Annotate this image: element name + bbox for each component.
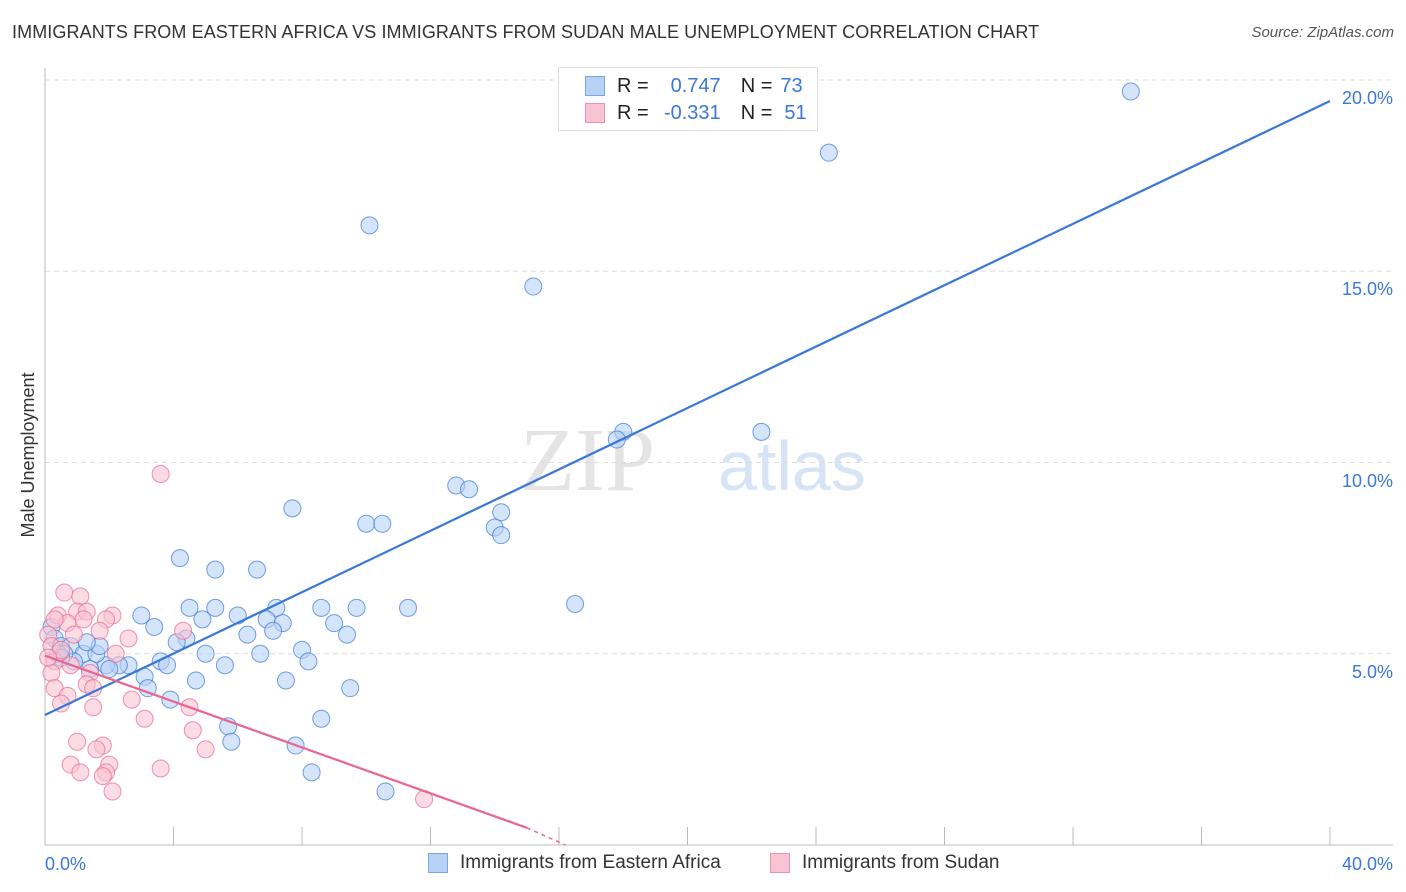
point-eastern-africa xyxy=(170,549,189,568)
legend-swatch-pink xyxy=(770,853,790,873)
y-tick-label-10: 10.0% xyxy=(1342,471,1393,491)
point-sudan xyxy=(135,709,154,728)
point-eastern-africa xyxy=(566,595,585,614)
point-eastern-africa xyxy=(100,660,119,679)
point-sudan xyxy=(103,782,122,801)
point-eastern-africa xyxy=(196,644,215,663)
point-eastern-africa xyxy=(283,499,302,518)
trendline-sudan-extension xyxy=(526,827,566,846)
legend-row-eastern-africa: R = 0.747 N = 73 xyxy=(585,73,803,99)
point-eastern-africa xyxy=(325,614,344,633)
r-label: R = xyxy=(617,101,649,124)
point-sudan xyxy=(55,583,74,602)
point-eastern-africa xyxy=(264,621,283,640)
series-name: Immigrants from Sudan xyxy=(802,852,1000,873)
point-eastern-africa xyxy=(347,598,366,617)
point-sudan xyxy=(183,721,202,740)
legend-swatch-blue xyxy=(428,853,448,873)
point-eastern-africa xyxy=(376,782,395,801)
point-eastern-africa xyxy=(248,560,267,579)
point-eastern-africa xyxy=(524,277,543,296)
point-sudan xyxy=(151,464,170,483)
y-tick-label-15: 15.0% xyxy=(1342,279,1393,299)
point-sudan xyxy=(71,587,90,606)
y-tick-label-5: 5.0% xyxy=(1352,662,1393,682)
point-sudan xyxy=(174,621,193,640)
chart-title: IMMIGRANTS FROM EASTERN AFRICA VS IMMIGR… xyxy=(12,22,1040,42)
point-sudan xyxy=(90,621,109,640)
point-eastern-africa xyxy=(360,216,379,235)
point-eastern-africa xyxy=(337,625,356,644)
point-sudan xyxy=(93,767,112,786)
point-eastern-africa xyxy=(341,679,360,698)
legend-box: R = 0.747 N = 73 R = -0.331 N = 51 xyxy=(558,67,818,131)
series-name: Immigrants from Eastern Africa xyxy=(460,852,721,873)
point-eastern-africa xyxy=(228,606,247,625)
point-sudan xyxy=(68,732,87,751)
point-sudan xyxy=(42,663,61,682)
trendline-sudan xyxy=(44,654,528,829)
legend-swatch-pink xyxy=(585,103,605,123)
point-eastern-africa xyxy=(312,709,331,728)
watermark-zip: ZIP xyxy=(520,411,655,510)
point-sudan xyxy=(87,740,106,759)
point-sudan xyxy=(84,698,103,717)
point-eastern-africa xyxy=(399,598,418,617)
point-sudan xyxy=(74,610,93,629)
point-eastern-africa xyxy=(276,671,295,690)
chart-source: Source: ZipAtlas.com xyxy=(1251,24,1394,41)
legend-swatch-blue xyxy=(585,76,605,96)
point-sudan xyxy=(64,625,83,644)
point-eastern-africa xyxy=(819,143,838,162)
legend-row-sudan: R = -0.331 N = 51 xyxy=(585,100,807,126)
y-axis-label: Male Unemployment xyxy=(18,372,38,537)
point-sudan xyxy=(45,610,64,629)
point-eastern-africa xyxy=(180,598,199,617)
point-eastern-africa xyxy=(132,606,151,625)
point-sudan xyxy=(151,759,170,778)
point-eastern-africa xyxy=(193,610,212,629)
point-eastern-africa xyxy=(302,763,321,782)
x-tick-label-max: 40.0% xyxy=(1342,854,1393,874)
point-sudan xyxy=(106,644,125,663)
n-value: 51 xyxy=(784,101,807,124)
bottom-legend-eastern-africa: Immigrants from Eastern Africa xyxy=(428,852,721,874)
trendline-eastern-africa xyxy=(44,100,1331,716)
n-label: N = xyxy=(740,74,773,97)
point-eastern-africa xyxy=(251,644,270,663)
point-eastern-africa xyxy=(238,625,257,644)
point-eastern-africa xyxy=(1121,82,1140,101)
point-sudan xyxy=(119,629,138,648)
point-eastern-africa xyxy=(357,514,376,533)
point-eastern-africa xyxy=(460,480,479,499)
watermark-atlas: atlas xyxy=(718,427,866,505)
point-eastern-africa xyxy=(752,422,771,441)
r-value: -0.331 xyxy=(663,101,721,124)
r-value: 0.747 xyxy=(670,74,721,97)
point-sudan xyxy=(71,763,90,782)
x-tick-label-min: 0.0% xyxy=(45,854,86,874)
point-eastern-africa xyxy=(206,598,225,617)
bottom-legend-sudan: Immigrants from Sudan xyxy=(770,852,999,874)
r-label: R = xyxy=(617,74,649,97)
point-eastern-africa xyxy=(145,617,164,636)
point-eastern-africa xyxy=(373,514,392,533)
point-eastern-africa xyxy=(492,503,511,522)
y-tick-label-20: 20.0% xyxy=(1342,88,1393,108)
point-eastern-africa xyxy=(312,598,331,617)
n-label: N = xyxy=(740,101,773,124)
point-sudan xyxy=(196,740,215,759)
n-value: 73 xyxy=(780,74,803,97)
point-eastern-africa xyxy=(299,652,318,671)
point-eastern-africa xyxy=(222,732,241,751)
point-eastern-africa xyxy=(492,526,511,545)
point-eastern-africa xyxy=(206,560,225,579)
point-eastern-africa xyxy=(138,679,157,698)
point-sudan xyxy=(122,690,141,709)
point-eastern-africa xyxy=(186,671,205,690)
point-eastern-africa xyxy=(215,656,234,675)
